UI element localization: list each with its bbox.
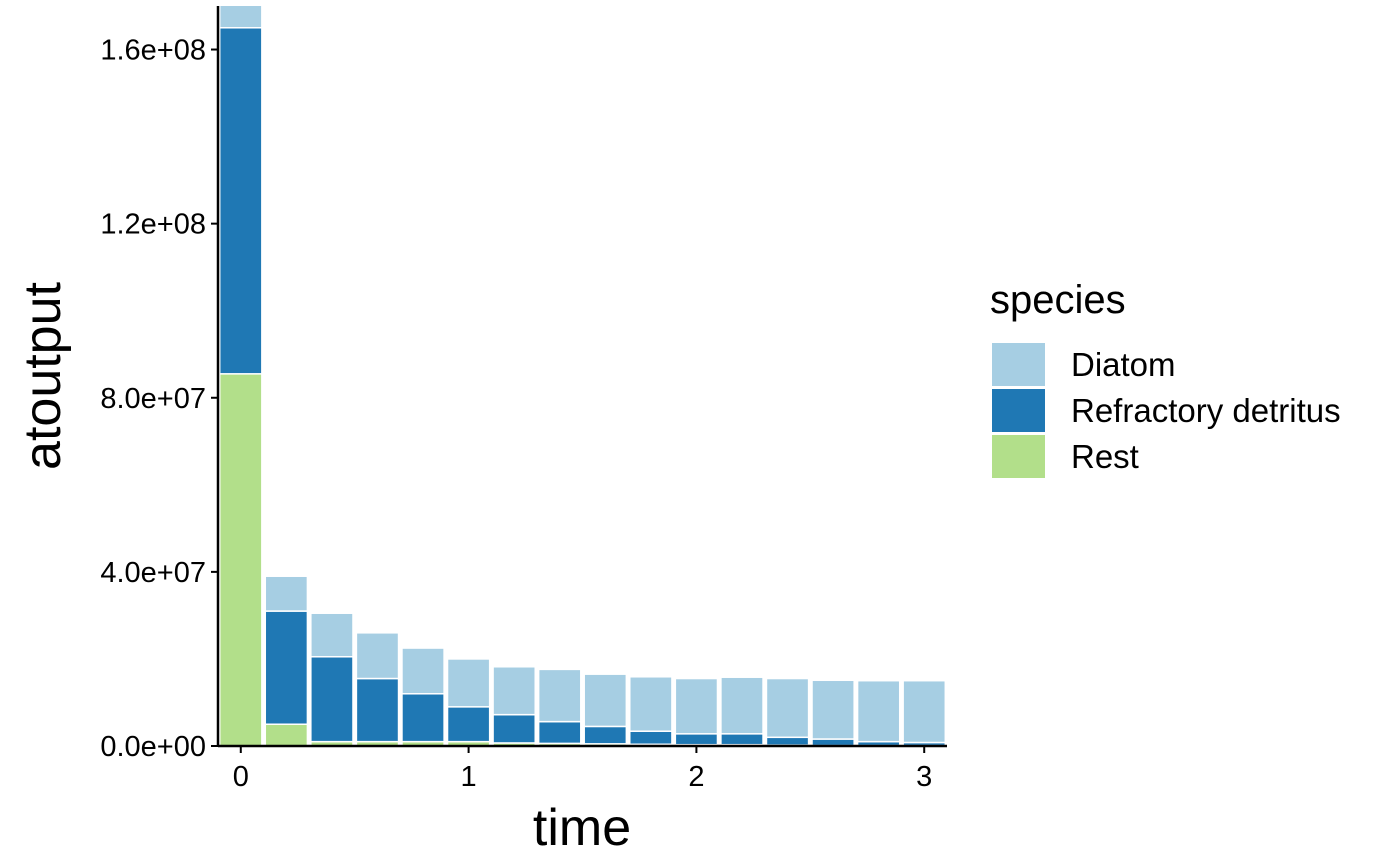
bar-rest-1 <box>264 723 309 746</box>
bar-diatom-7 <box>537 668 582 723</box>
bar-refractory-detritus-8 <box>583 725 628 745</box>
x-tick-label: 0 <box>233 761 249 793</box>
bar-refractory-detritus-9 <box>629 730 673 746</box>
bar-refractory-detritus-13 <box>811 738 855 746</box>
y-tick-label: 8.0e+07 <box>100 383 206 415</box>
legend-title: species <box>990 278 1126 322</box>
legend: species Diatom Refractory detritus Rest <box>990 278 1341 480</box>
y-ticks: 0.0e+00 4.0e+07 8.0e+07 1.2e+08 1.6e+08 <box>100 35 218 763</box>
y-tick-label: 0.0e+00 <box>100 731 206 763</box>
bar-refractory-detritus-2 <box>310 656 354 743</box>
bar-refractory-detritus-1 <box>264 610 309 725</box>
bar-refractory-detritus-5 <box>446 706 491 743</box>
y-axis-title: atoutput <box>14 281 72 469</box>
bar-diatom-14 <box>856 679 901 743</box>
bar-diatom-9 <box>629 676 673 732</box>
x-tick-label: 3 <box>916 761 932 793</box>
y-tick-label: 4.0e+07 <box>100 557 206 589</box>
x-axis-title: time <box>533 799 631 857</box>
bar-diatom-13 <box>811 679 855 740</box>
bar-diatom-0 <box>218 6 263 29</box>
bar-diatom-5 <box>446 658 491 708</box>
bar-diatom-15 <box>902 679 947 744</box>
bar-refractory-detritus-3 <box>355 677 400 743</box>
legend-swatch-diatom <box>990 341 1047 388</box>
bar-refractory-detritus-0 <box>218 27 263 375</box>
bar-diatom-6 <box>492 666 536 716</box>
axes-layer <box>216 6 947 748</box>
x-tick-label: 1 <box>461 761 477 793</box>
bar-diatom-2 <box>310 612 354 658</box>
bar-diatom-8 <box>583 673 628 728</box>
y-tick-label: 1.6e+08 <box>100 35 206 67</box>
bar-refractory-detritus-7 <box>537 720 582 745</box>
bar-diatom-4 <box>401 647 445 695</box>
legend-swatch-rest <box>990 433 1047 480</box>
legend-swatch-refractory-detritus <box>990 387 1047 434</box>
bar-diatom-3 <box>355 632 400 680</box>
bar-refractory-detritus-10 <box>674 733 719 746</box>
legend-label: Diatom <box>1071 346 1176 383</box>
bar-diatom-1 <box>264 575 309 612</box>
bar-diatom-12 <box>765 677 810 739</box>
legend-label: Rest <box>1071 438 1139 475</box>
bars-layer <box>218 6 947 746</box>
bar-refractory-detritus-6 <box>492 713 536 744</box>
bar-refractory-detritus-11 <box>720 733 764 746</box>
x-tick-label: 2 <box>688 761 704 793</box>
legend-label: Refractory detritus <box>1071 392 1341 429</box>
bar-diatom-10 <box>674 677 719 735</box>
bar-refractory-detritus-12 <box>765 736 810 746</box>
y-tick-label: 1.2e+08 <box>100 209 206 241</box>
x-ticks: 0 1 2 3 <box>233 746 932 793</box>
bar-rest-0 <box>218 373 263 746</box>
bar-diatom-11 <box>720 676 764 735</box>
bar-refractory-detritus-4 <box>401 693 445 743</box>
